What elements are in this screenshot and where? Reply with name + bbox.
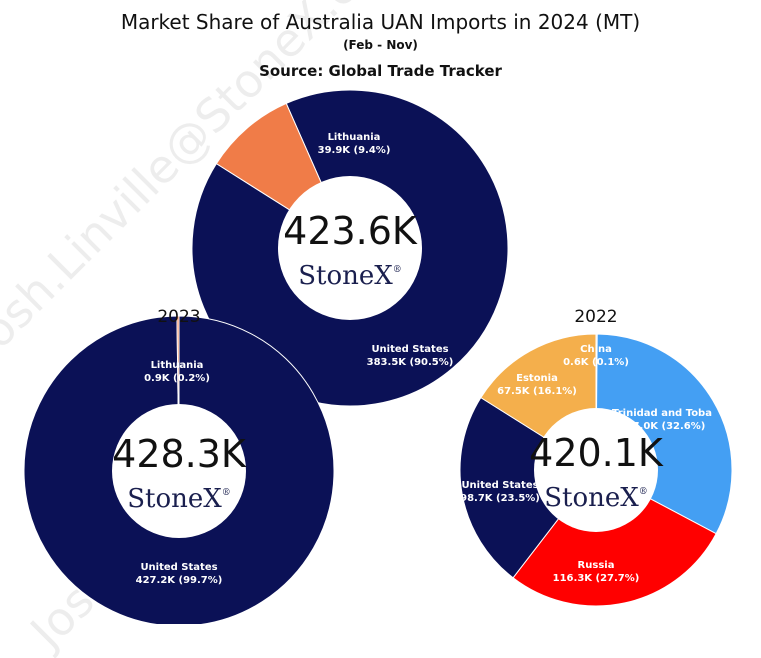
slice-label-value: 39.9K (9.4%) xyxy=(318,145,391,156)
donut-main: United States 383.5K (90.5%) Lithuania 39.9… xyxy=(191,89,509,407)
total-label: 420.1K xyxy=(529,431,664,475)
slice-label-name: United States xyxy=(140,562,217,573)
stonex-logo: StoneX® xyxy=(544,483,648,513)
slice-label-value: 383.5K (90.5%) xyxy=(367,357,454,368)
slice-label-value: 137.0K (32.6%) xyxy=(619,421,706,432)
slice-label-value: 427.2K (99.7%) xyxy=(136,575,223,586)
chart-subtitle: (Feb - Nov) xyxy=(343,38,418,52)
total-label: 428.3K xyxy=(112,432,247,476)
slice-label-value: 67.5K (16.1%) xyxy=(497,386,577,397)
slice-label-name: Lithuania xyxy=(328,132,381,143)
slice-label-name: Trinidad and Toba xyxy=(612,408,712,419)
slice-label-name: United States xyxy=(371,344,448,355)
slice-united-states xyxy=(459,396,597,579)
donut-2022: China 0.6K (0.1%) Trinidad and Toba 137.0K … xyxy=(459,333,733,607)
slice-label-value: 0.9K (0.2%) xyxy=(144,373,210,384)
chart-source: Source: Global Trade Tracker xyxy=(259,62,502,80)
year-label: 2022 xyxy=(574,307,617,327)
slice-label-value: 0.6K (0.1%) xyxy=(563,357,629,368)
stonex-logo: StoneX® xyxy=(127,484,231,514)
slice-label-name: Estonia xyxy=(516,373,558,384)
slice-russia xyxy=(512,469,717,607)
year-label: 2023 xyxy=(157,307,200,327)
donut-2023: United States 427.2K (99.7%) Lithuania 0.9K… xyxy=(23,315,335,624)
slice-label-name: China xyxy=(580,344,612,355)
donut-charts: United States 383.5K (90.5%) Lithuania 39.9… xyxy=(23,89,733,624)
slice-label-value: 98.7K (23.5%) xyxy=(460,493,540,504)
chart-title: Market Share of Australia UAN Imports in… xyxy=(120,10,641,34)
donut-hole xyxy=(534,408,658,532)
slice-label-name: Lithuania xyxy=(151,360,204,371)
slice-label-value: 116.3K (27.7%) xyxy=(553,573,640,584)
slice-label-name: Russia xyxy=(578,560,615,571)
donut-hole xyxy=(112,404,246,538)
donut-hole xyxy=(278,176,422,320)
total-label: 423.6K xyxy=(283,209,418,253)
stonex-logo: StoneX® xyxy=(298,261,402,291)
slice-label-name: United States xyxy=(461,480,538,491)
